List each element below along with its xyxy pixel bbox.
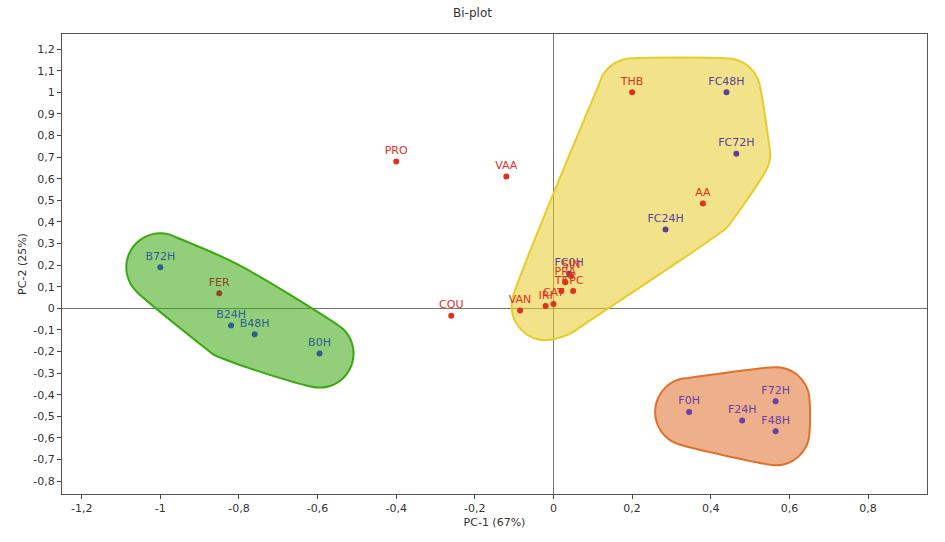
svg-text:-0,6: -0,6 [307,502,328,515]
svg-text:0,5: 0,5 [37,194,55,207]
svg-text:PC-2 (25%): PC-2 (25%) [16,233,29,295]
svg-text:F72H: F72H [761,384,790,397]
svg-text:-1,2: -1,2 [71,502,92,515]
svg-text:F24H: F24H [728,403,757,416]
svg-text:-0,7: -0,7 [33,453,54,466]
svg-text:TPC: TPC [562,274,584,287]
svg-text:SIN: SIN [562,258,580,271]
svg-text:FC0H: FC0H [555,256,584,269]
svg-text:PRA: PRA [555,265,577,278]
svg-text:CAT: CAT [543,286,564,299]
svg-text:0,8: 0,8 [859,502,877,515]
svg-text:THB: THB [620,75,644,88]
svg-text:-0,2: -0,2 [464,502,485,515]
svg-text:0,2: 0,2 [623,502,641,515]
svg-text:0,4: 0,4 [702,502,720,515]
svg-text:VAA: VAA [495,159,518,172]
svg-text:FER: FER [209,276,230,289]
svg-text:1,1: 1,1 [37,65,55,78]
svg-text:COU: COU [439,298,463,311]
svg-text:0,2: 0,2 [37,259,55,272]
svg-text:0: 0 [550,502,557,515]
svg-text:1,2: 1,2 [37,43,55,56]
svg-text:IRI: IRI [539,289,553,302]
svg-text:-0,3: -0,3 [33,367,54,380]
svg-text:PRO: PRO [385,144,408,157]
svg-text:FC24H: FC24H [647,212,683,225]
svg-text:F48H: F48H [761,414,790,427]
svg-text:-0,6: -0,6 [33,432,54,445]
svg-text:Bi-plot: Bi-plot [453,6,492,20]
svg-text:-0,2: -0,2 [33,345,54,358]
svg-text:-1: -1 [155,502,166,515]
svg-text:0,4: 0,4 [37,216,55,229]
svg-text:1: 1 [48,86,55,99]
svg-text:0,6: 0,6 [37,173,55,186]
svg-text:-0,8: -0,8 [33,475,54,488]
svg-text:AA: AA [695,186,711,199]
svg-text:-0,8: -0,8 [228,502,249,515]
svg-text:B0H: B0H [308,336,331,349]
svg-text:PC-1 (67%): PC-1 (67%) [464,516,526,529]
svg-text:0,3: 0,3 [37,237,55,250]
svg-text:0: 0 [48,302,55,315]
svg-text:F0H: F0H [678,394,700,407]
svg-text:B24H: B24H [216,308,246,321]
svg-text:FC48H: FC48H [708,75,744,88]
svg-text:FC72H: FC72H [718,136,754,149]
svg-text:-0,4: -0,4 [33,389,54,402]
svg-text:0,7: 0,7 [37,151,55,164]
svg-text:-0,1: -0,1 [33,324,54,337]
svg-text:0,6: 0,6 [781,502,799,515]
svg-text:0,9: 0,9 [37,108,55,121]
svg-text:VAN: VAN [509,293,532,306]
svg-text:B48H: B48H [240,317,270,330]
svg-text:0,8: 0,8 [37,129,55,142]
svg-text:-0,5: -0,5 [33,410,54,423]
svg-text:0,1: 0,1 [37,281,55,294]
svg-text:-0,4: -0,4 [385,502,406,515]
svg-text:B72H: B72H [145,250,175,263]
svg-text:TF: TF [554,274,568,287]
